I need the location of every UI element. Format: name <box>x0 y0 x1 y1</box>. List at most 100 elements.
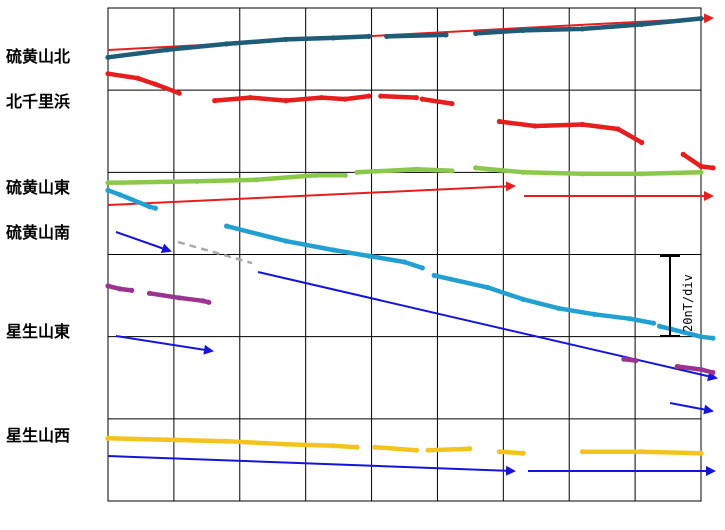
data-point <box>212 98 218 104</box>
data-point <box>710 369 716 376</box>
data-point <box>283 441 289 447</box>
series-line-segment <box>425 446 472 453</box>
series-line-segment <box>420 96 455 106</box>
data-point <box>449 101 455 107</box>
station-labels: 硫黄山北 北千里浜 硫黄山東 硫黄山南 星生山東 星生山西 <box>6 47 70 445</box>
data-point <box>354 169 360 175</box>
data-point <box>146 290 153 296</box>
data-point <box>224 41 230 47</box>
series-line-segment <box>680 152 716 171</box>
trend-arrow <box>107 181 516 206</box>
data-point <box>164 47 170 53</box>
data-point <box>330 35 336 41</box>
data-point <box>579 121 586 128</box>
data-point <box>698 15 704 22</box>
data-point <box>283 238 289 244</box>
data-point <box>372 444 378 450</box>
data-point <box>680 151 686 157</box>
data-point <box>176 90 182 96</box>
data-point <box>105 71 111 77</box>
data-point <box>366 253 372 259</box>
data-point <box>591 311 597 317</box>
data-point <box>366 33 372 40</box>
data-point <box>366 93 372 99</box>
data-point <box>496 118 502 125</box>
trend-arrow <box>669 402 714 415</box>
data-point <box>674 363 680 370</box>
trend-arrow <box>107 455 516 476</box>
data-point <box>152 205 158 211</box>
data-point <box>105 283 111 289</box>
series-line-segment <box>473 16 704 36</box>
data-point <box>443 32 449 38</box>
data-point <box>176 295 182 301</box>
series-line-segment <box>212 93 372 103</box>
data-point <box>135 75 141 81</box>
scale-bar: 20nT/div <box>660 255 695 337</box>
trend-arrow <box>257 271 718 382</box>
data-point <box>206 299 212 305</box>
series-line-segment <box>147 291 212 305</box>
trend-arrows <box>107 13 718 476</box>
series-line-segment <box>105 436 360 450</box>
data-point <box>579 26 586 32</box>
data-point <box>639 139 645 146</box>
data-point <box>105 180 111 186</box>
data-point <box>117 192 123 198</box>
station-label-hossho-west: 星生山西 <box>6 426 70 445</box>
data-point <box>419 96 425 102</box>
station-label-kitasenri: 北千里浜 <box>6 92 70 111</box>
data-point <box>413 166 419 172</box>
data-point <box>520 169 526 175</box>
data-point <box>378 93 384 99</box>
series-0 <box>105 15 704 60</box>
data-point <box>425 447 431 453</box>
series-2 <box>105 165 704 186</box>
data-point <box>419 265 425 271</box>
series-line-segment <box>105 173 348 186</box>
data-point <box>520 27 526 33</box>
data-point <box>639 21 645 27</box>
data-point <box>710 165 716 171</box>
data-point <box>473 30 479 36</box>
series-line-segment <box>378 93 419 100</box>
series-layer <box>105 15 716 456</box>
series-line-segment <box>105 71 182 96</box>
data-point <box>698 169 704 175</box>
series-line-segment <box>105 34 372 60</box>
station-label-hossho-east: 星生山東 <box>6 322 70 341</box>
data-point <box>401 259 408 265</box>
series-5 <box>105 435 704 456</box>
series-line-segment <box>473 165 704 177</box>
data-point <box>579 449 586 455</box>
data-point <box>651 320 657 326</box>
data-point <box>520 296 526 302</box>
data-point <box>224 438 230 444</box>
data-point <box>520 450 526 456</box>
data-point <box>330 247 336 253</box>
data-point <box>656 323 663 329</box>
grid <box>107 7 702 502</box>
data-point <box>698 163 704 169</box>
trend-arrow <box>115 335 214 355</box>
data-point <box>105 435 111 441</box>
series-line-segment <box>657 323 716 341</box>
series-3 <box>105 187 716 341</box>
series-line-segment <box>497 449 526 456</box>
trend-arrow <box>115 231 172 254</box>
data-point <box>639 449 645 455</box>
data-point <box>105 54 111 60</box>
data-point <box>312 172 319 178</box>
station-label-iwo-east: 硫黄山東 <box>6 178 70 197</box>
data-point <box>224 223 230 229</box>
data-point <box>152 81 158 87</box>
data-point <box>484 284 491 290</box>
data-point <box>384 33 390 40</box>
data-point <box>342 172 348 178</box>
data-point <box>342 96 348 102</box>
series-line-segment <box>497 119 644 145</box>
series-line-segment <box>224 223 425 271</box>
data-point <box>698 366 704 373</box>
data-point <box>698 450 704 456</box>
